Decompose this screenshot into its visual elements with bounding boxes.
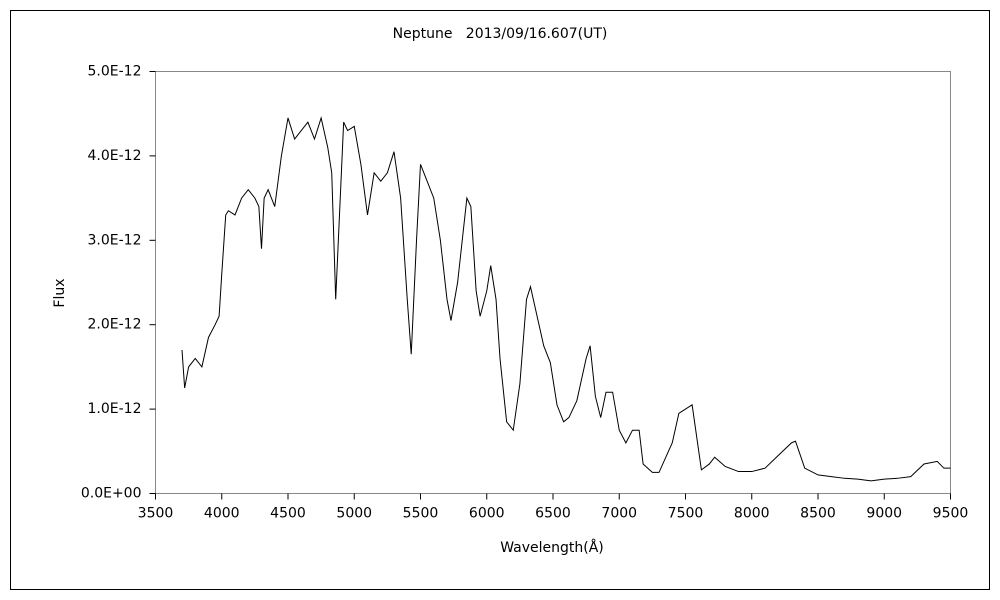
y-tick-label: 2.0E-12 <box>88 317 142 333</box>
x-tick-label: 6000 <box>469 506 505 522</box>
plot-area <box>155 71 951 494</box>
x-tick-label: 7000 <box>601 506 637 522</box>
spectrum-line <box>181 115 951 482</box>
x-tick-label: 5000 <box>336 506 372 522</box>
chart-title: Neptune 2013/09/16.607(UT) <box>393 26 608 42</box>
x-tick-label: 9000 <box>866 506 902 522</box>
x-tick-label: 5500 <box>403 506 439 522</box>
x-tick-label: 8000 <box>734 506 770 522</box>
y-axis-label: Flux <box>52 278 68 307</box>
y-tick-label: 3.0E-12 <box>88 232 142 248</box>
x-tick-label: 9500 <box>933 506 969 522</box>
y-tick-label: 5.0E-12 <box>88 64 142 80</box>
x-tick-label: 7500 <box>668 506 704 522</box>
y-tick-label: 4.0E-12 <box>88 148 142 164</box>
y-tick-label: 0.0E+00 <box>81 486 142 502</box>
x-tick-label: 3500 <box>138 506 174 522</box>
x-tick-label: 8500 <box>800 506 836 522</box>
x-axis-label: Wavelength(Å) <box>500 539 604 556</box>
x-tick-label: 4500 <box>270 506 306 522</box>
x-tick-label: 6500 <box>535 506 571 522</box>
y-tick-label: 1.0E-12 <box>88 401 142 417</box>
x-tick-label: 4000 <box>204 506 240 522</box>
